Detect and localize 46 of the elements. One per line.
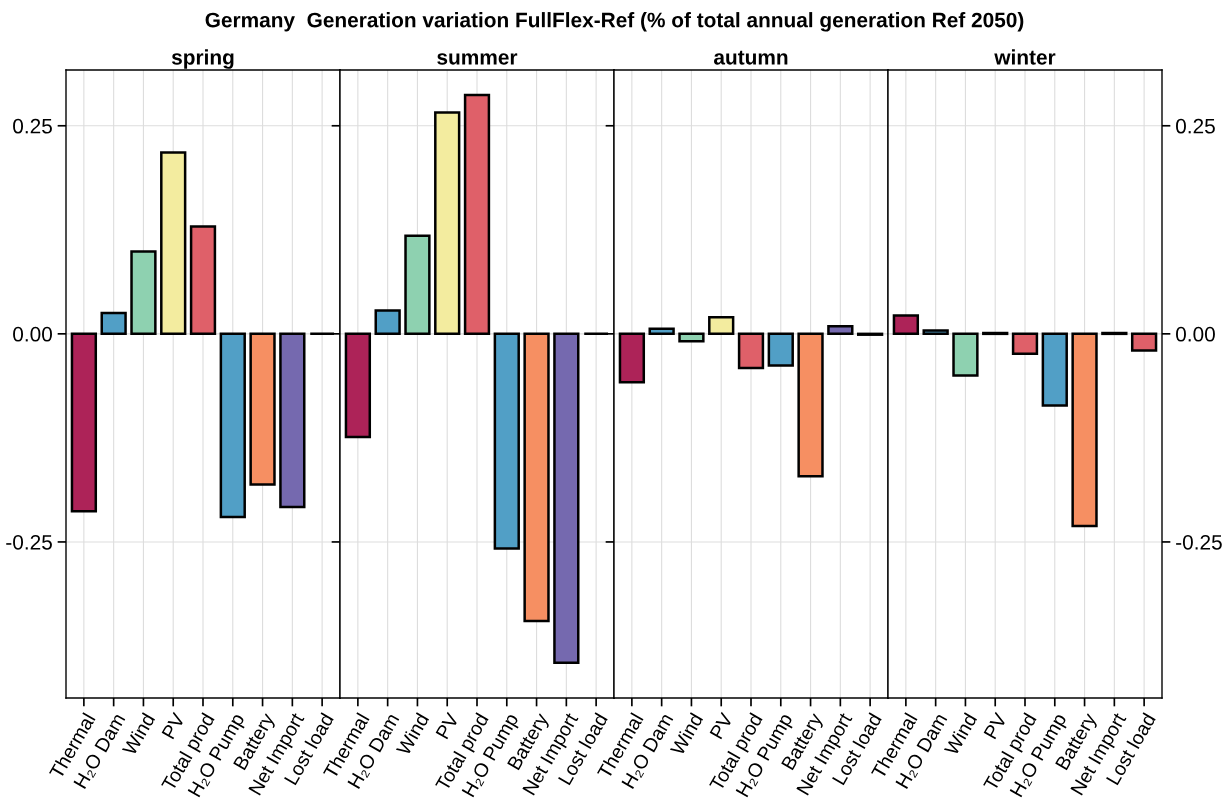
- y-tick-label: 0.25: [13, 118, 52, 134]
- x-tick-label: PV: [161, 711, 186, 740]
- bar: [130, 250, 157, 336]
- bar: [648, 327, 675, 336]
- bar: [160, 151, 187, 336]
- y-tick-label: -0.25: [6, 534, 52, 550]
- bar: [678, 332, 705, 343]
- bar: [404, 234, 431, 336]
- bar: [70, 332, 98, 513]
- bar: [523, 332, 550, 623]
- text: Germany Generation variation FullFlex-Ref (% of total annual generation Ref 2050): [205, 12, 1024, 32]
- x-tick-label: PV: [709, 711, 734, 740]
- bar: [344, 332, 372, 439]
- bar: [434, 111, 461, 336]
- bar: [1130, 332, 1158, 352]
- bar: [1011, 332, 1039, 356]
- y-tick-label: 0.00: [13, 326, 52, 342]
- chart-title: winter: [994, 49, 1056, 65]
- bar: [463, 93, 491, 336]
- bar: [219, 332, 246, 519]
- bar: [618, 332, 646, 384]
- bar: [952, 332, 979, 377]
- bar: [737, 332, 765, 370]
- bar: [708, 315, 735, 336]
- chart-title: autumn: [714, 50, 788, 65]
- bar: [374, 309, 401, 336]
- x-tick-label: PV: [983, 711, 1008, 740]
- y2-tick-label: -0.25: [1176, 534, 1222, 550]
- bar: [797, 332, 824, 478]
- bar: [1041, 332, 1068, 407]
- bar: [493, 332, 520, 550]
- bar: [100, 311, 127, 336]
- chart-title: spring: [171, 49, 234, 69]
- bar: [922, 329, 949, 336]
- chart-title: summer: [437, 53, 518, 65]
- bar: [553, 332, 580, 664]
- bar: [1071, 332, 1098, 528]
- bar: [767, 332, 794, 367]
- y2-tick-label: 0.00: [1176, 326, 1215, 342]
- bar: [827, 325, 854, 336]
- y2-tick-label: 0.25: [1176, 118, 1215, 134]
- bar: [279, 332, 306, 509]
- bar: [189, 225, 217, 336]
- bar: [892, 314, 920, 336]
- bar: [249, 332, 276, 486]
- x-tick-label: PV: [435, 711, 460, 740]
